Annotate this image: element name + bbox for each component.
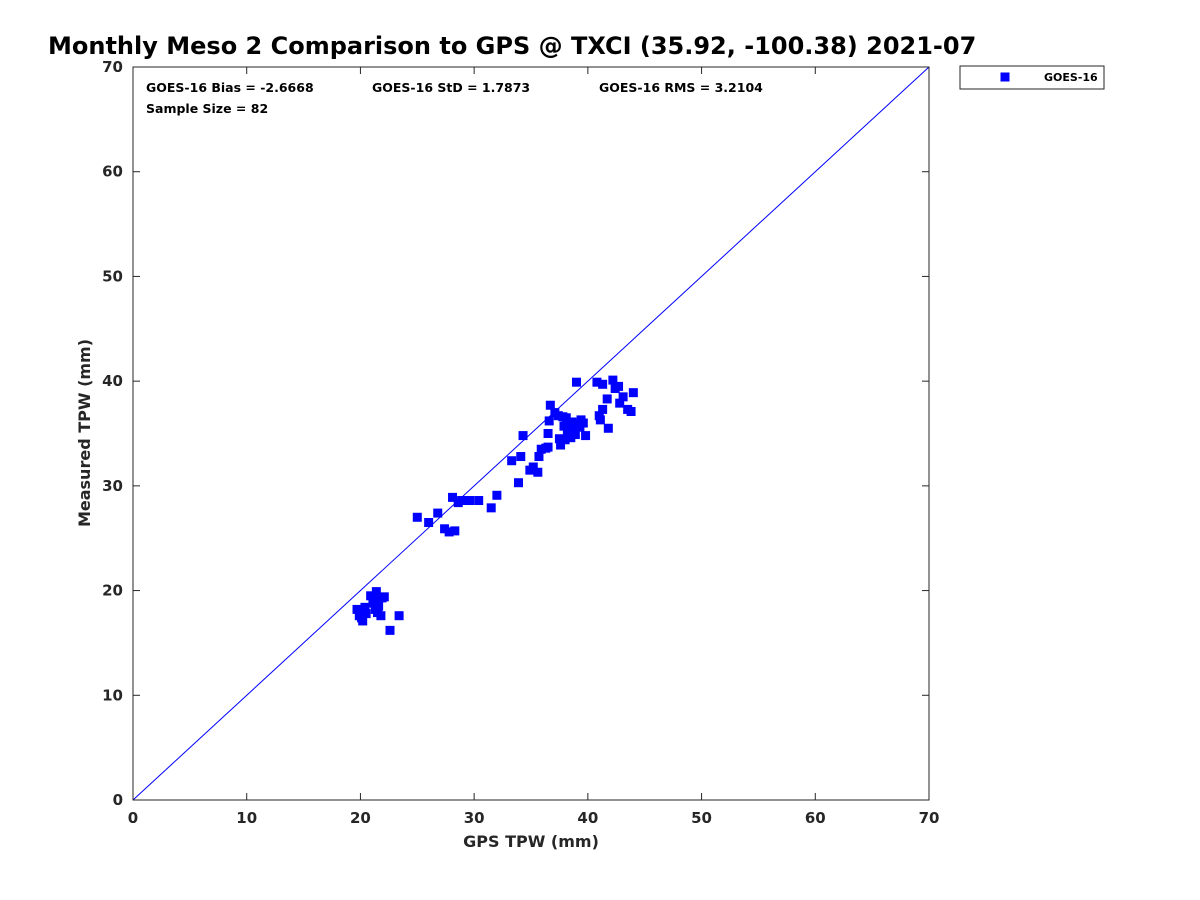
- x-tick-label: 10: [236, 809, 257, 827]
- rms-annotation: GOES-16 RMS = 3.2104: [599, 80, 763, 95]
- data-point: [578, 418, 588, 428]
- data-point: [566, 433, 576, 443]
- data-point: [602, 394, 612, 404]
- data-point: [544, 416, 554, 426]
- data-point: [534, 452, 544, 462]
- x-axis-label: GPS TPW (mm): [463, 832, 599, 851]
- data-point: [516, 452, 526, 462]
- data-point: [598, 379, 608, 389]
- data-point: [560, 435, 570, 445]
- data-point: [581, 431, 591, 441]
- y-axis-label: Measured TPW (mm): [75, 339, 94, 527]
- data-point: [543, 442, 553, 452]
- data-point: [513, 478, 523, 488]
- data-point: [444, 527, 454, 537]
- data-point: [474, 496, 484, 506]
- data-point: [545, 400, 555, 410]
- data-point: [614, 381, 624, 391]
- plot-area: 0 10 20 30 40 50 60 70 0 10 20 30 40 50 60 70: [102, 58, 939, 827]
- data-point: [603, 423, 613, 433]
- data-point: [567, 417, 577, 427]
- one-to-one-reference-line: [132, 66, 930, 801]
- data-point: [448, 492, 458, 502]
- data-point: [595, 415, 605, 425]
- legend-box: [959, 65, 1105, 90]
- sample-size-annotation: Sample Size = 82: [146, 101, 268, 116]
- scatter-points: [352, 375, 638, 635]
- data-point: [507, 456, 517, 466]
- x-tick-label: 40: [577, 809, 598, 827]
- data-point: [371, 587, 381, 597]
- data-point: [598, 404, 608, 414]
- legend: GOES-16: [959, 65, 1105, 90]
- plot-frame: [132, 66, 930, 801]
- data-point: [608, 375, 618, 385]
- data-point: [528, 462, 538, 472]
- data-point: [559, 421, 569, 431]
- y-tick-label: 30: [102, 477, 123, 495]
- data-point: [558, 412, 568, 422]
- data-point: [565, 426, 575, 436]
- x-tick-label: 70: [919, 809, 940, 827]
- data-point: [486, 503, 496, 513]
- data-point: [376, 611, 386, 621]
- data-point: [361, 609, 371, 619]
- y-tick-label: 50: [102, 267, 123, 285]
- data-point: [379, 592, 389, 602]
- x-tick-label: 20: [350, 809, 371, 827]
- data-point: [626, 407, 636, 417]
- y-tick-label: 40: [102, 372, 123, 390]
- data-point: [543, 429, 553, 438]
- data-point: [553, 411, 563, 421]
- data-point: [352, 604, 362, 614]
- data-point: [615, 398, 625, 408]
- x-tick-label: 30: [464, 809, 485, 827]
- legend-marker-square: [1000, 72, 1010, 82]
- y-tick-label: 10: [102, 686, 123, 704]
- data-point: [374, 601, 384, 611]
- data-point: [369, 594, 379, 604]
- data-point: [518, 431, 528, 441]
- y-tick-label: 0: [113, 791, 123, 809]
- data-point: [592, 377, 602, 387]
- x-tick-label: 50: [691, 809, 712, 827]
- data-point: [412, 512, 422, 522]
- data-point: [394, 611, 404, 621]
- data-point: [465, 496, 475, 506]
- std-annotation: GOES-16 StD = 1.7873: [372, 80, 530, 95]
- data-point: [457, 496, 467, 506]
- y-tick-label: 20: [102, 582, 123, 600]
- data-point: [571, 377, 581, 387]
- data-point: [556, 440, 566, 450]
- x-tick-label: 0: [128, 809, 138, 827]
- data-point: [570, 430, 580, 440]
- chart-title: Monthly Meso 2 Comparison to GPS @ TXCI …: [48, 32, 976, 60]
- data-point: [360, 602, 370, 612]
- data-point: [358, 616, 368, 626]
- data-point: [536, 444, 546, 454]
- x-axis-ticks: 0 10 20 30 40 50 60 70: [128, 67, 940, 827]
- data-point: [554, 434, 564, 444]
- data-point: [440, 524, 450, 534]
- data-point: [628, 388, 638, 398]
- y-tick-label: 70: [102, 58, 123, 76]
- data-point: [618, 392, 628, 402]
- bias-annotation: GOES-16 Bias = -2.6668: [146, 80, 314, 95]
- data-point: [385, 625, 395, 635]
- data-point: [424, 518, 434, 528]
- data-point: [433, 508, 443, 518]
- data-point: [492, 490, 502, 500]
- legend-entry-goes-16: GOES-16: [1044, 71, 1098, 84]
- y-tick-label: 60: [102, 163, 123, 181]
- y-axis-ticks: 0 10 20 30 40 50 60 70: [102, 58, 929, 809]
- data-point: [533, 467, 543, 477]
- x-tick-label: 60: [805, 809, 826, 827]
- data-point: [450, 526, 460, 536]
